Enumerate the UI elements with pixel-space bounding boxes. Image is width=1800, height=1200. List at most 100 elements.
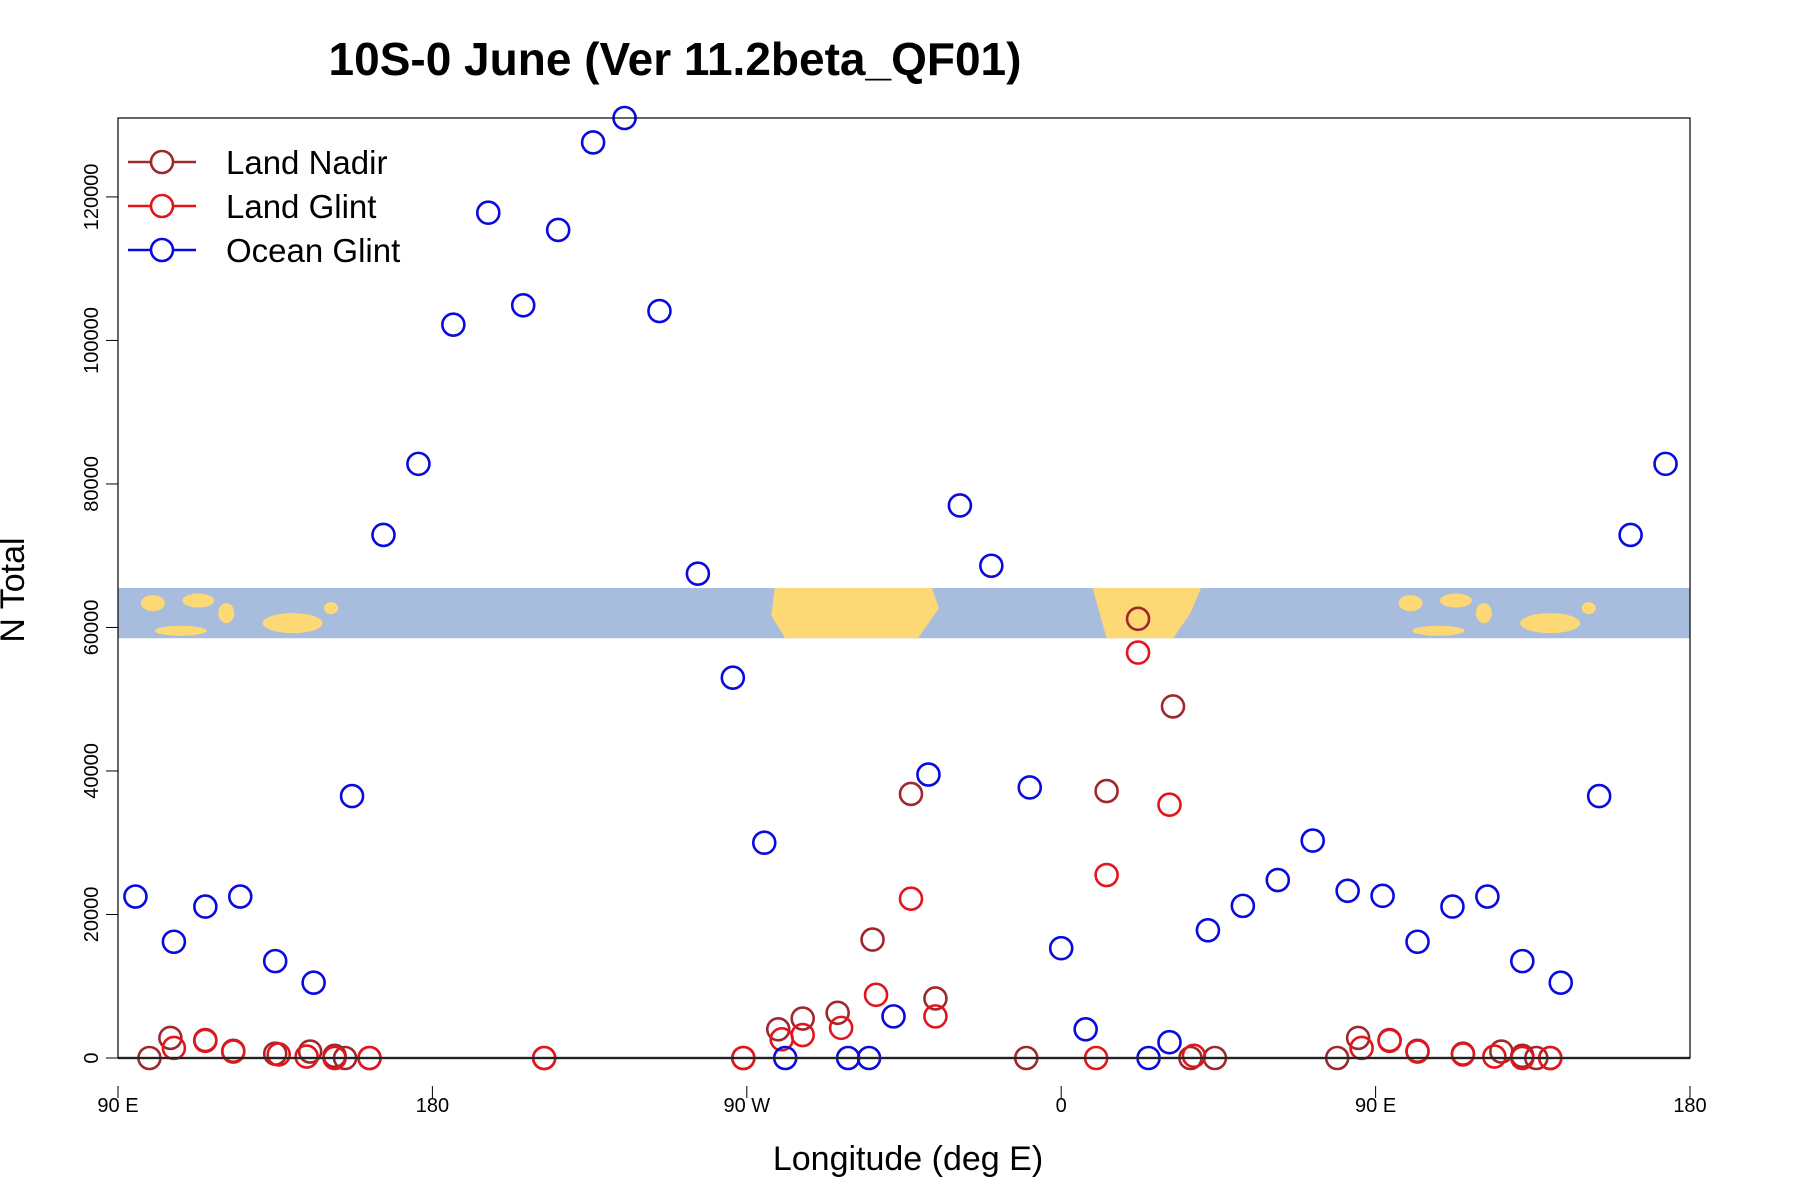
data-point <box>720 665 746 690</box>
data-point <box>339 783 365 809</box>
legend-marker <box>149 193 175 219</box>
data-point <box>1653 451 1678 477</box>
data-point <box>647 298 672 324</box>
data-point <box>1230 893 1256 919</box>
data-point <box>1440 894 1465 919</box>
data-point <box>1370 883 1395 909</box>
data-point <box>123 884 148 909</box>
data-point <box>294 1044 319 1069</box>
data-point <box>1073 1016 1098 1042</box>
data-point <box>510 292 536 318</box>
plot-frame <box>117 117 1691 1059</box>
chart-title: 10S-0 June (Ver 11.2beta_QF01) <box>329 33 1022 85</box>
data-point <box>898 781 924 807</box>
data-point <box>1450 1042 1476 1067</box>
data-point <box>266 1042 291 1067</box>
data-point <box>1618 522 1643 548</box>
x-tick-label: 90 E <box>97 1095 138 1117</box>
series-land-glint <box>161 640 1563 1071</box>
data-point <box>158 1025 183 1051</box>
data-point <box>860 927 885 952</box>
data-point <box>1181 1043 1207 1069</box>
data-point <box>193 894 218 919</box>
data-point <box>1125 640 1151 665</box>
data-point <box>916 762 941 787</box>
data-point <box>301 970 326 995</box>
y-tick-label: 80000 <box>81 456 103 512</box>
map-land-indonesia <box>140 593 339 636</box>
data-point <box>1335 878 1360 904</box>
legend: Land Nadir Land Glint Ocean Glint <box>128 144 400 269</box>
data-point <box>227 884 253 909</box>
data-point <box>1300 828 1326 853</box>
x-tick-label: 180 <box>1673 1095 1706 1117</box>
data-point <box>1377 1028 1402 1054</box>
x-tick-label: 0 <box>1056 1095 1067 1117</box>
data-point <box>825 1000 850 1026</box>
data-point <box>1017 775 1043 800</box>
data-point <box>193 1028 218 1054</box>
x-axis: 90 E 180 90 W 0 90 E 180 <box>97 1086 1707 1117</box>
data-point <box>475 200 501 226</box>
map-land-indonesia <box>1398 593 1596 636</box>
data-point <box>580 130 606 155</box>
data-point <box>685 561 711 586</box>
data-point <box>898 886 924 912</box>
x-axis-label: Longitude (deg E) <box>773 1140 1043 1178</box>
data-point <box>1405 1039 1430 1064</box>
legend-marker <box>149 149 175 175</box>
y-axis-label: N Total <box>0 537 32 642</box>
x-tick-label: 180 <box>416 1095 449 1117</box>
data-point <box>1345 1025 1371 1051</box>
data-point <box>545 217 571 243</box>
data-point <box>1475 884 1500 909</box>
data-point <box>790 1006 815 1031</box>
data-point <box>923 986 948 1011</box>
data-point <box>1125 606 1151 632</box>
data-point <box>297 1039 323 1064</box>
data-point <box>790 1022 815 1048</box>
data-point <box>1195 917 1221 943</box>
data-point <box>1094 778 1119 804</box>
legend-marker <box>149 237 175 263</box>
data-point <box>828 1015 854 1041</box>
data-point <box>881 1004 906 1029</box>
data-point <box>1160 694 1186 719</box>
y-tick-label: 100000 <box>81 307 103 374</box>
data-point <box>1510 948 1535 974</box>
legend-label: Land Nadir <box>226 144 387 181</box>
data-point <box>863 982 889 1008</box>
y-tick-label: 120000 <box>81 164 103 231</box>
data-point <box>1586 783 1612 809</box>
data-point <box>406 451 431 477</box>
data-point <box>1094 862 1119 888</box>
data-point <box>1548 970 1574 995</box>
data-point <box>1482 1044 1507 1069</box>
data-point <box>1265 867 1291 893</box>
data-point <box>1157 792 1182 818</box>
world-map-strip <box>118 588 1690 639</box>
data-point <box>979 553 1004 579</box>
data-point <box>161 929 187 955</box>
y-tick-label: 20000 <box>81 887 103 943</box>
x-tick-label: 90 W <box>723 1095 770 1117</box>
y-axis: 0 20000 40000 60000 80000 100000 120000 <box>81 164 118 1064</box>
data-point <box>262 948 288 974</box>
legend-label: Ocean Glint <box>226 232 400 269</box>
y-tick-label: 0 <box>81 1052 103 1063</box>
data-point <box>1048 935 1074 961</box>
data-point <box>923 1004 948 1029</box>
data-point <box>1405 929 1430 955</box>
legend-item: Land Glint <box>128 188 376 225</box>
map-land-south-america <box>771 588 939 639</box>
y-tick-label: 60000 <box>81 600 103 656</box>
x-tick-label: 90 E <box>1355 1095 1396 1117</box>
series-land-nadir <box>137 606 1563 1071</box>
data-point <box>1157 1029 1182 1055</box>
legend-label: Land Glint <box>226 188 376 225</box>
data-point <box>751 830 777 856</box>
data-point <box>947 493 973 518</box>
legend-item: Ocean Glint <box>128 232 400 269</box>
data-point <box>765 1016 791 1042</box>
